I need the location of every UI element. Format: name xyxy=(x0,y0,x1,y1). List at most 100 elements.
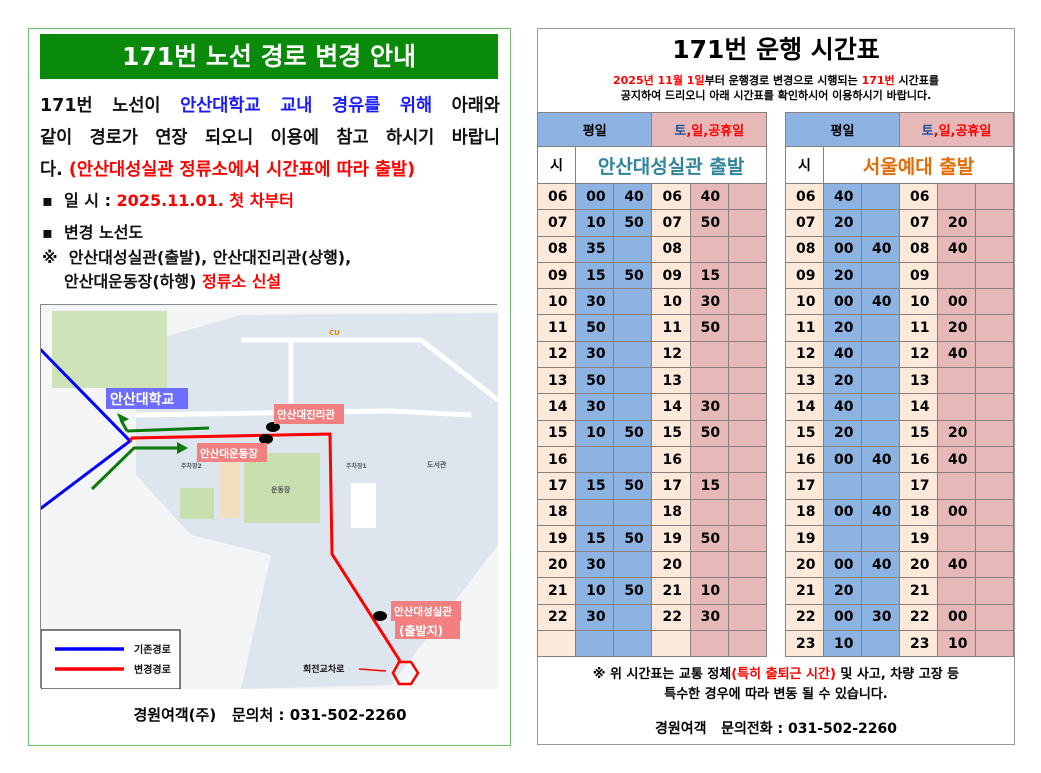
hour-cell: 15 xyxy=(785,419,824,447)
stops-new: 정류소 신설 xyxy=(201,272,282,291)
seongsil-stop-label: 안산대성실관 xyxy=(394,605,452,618)
new-stops: ※ 안산대성실관(출발), 안산대진리관(상행), 안산대운동장(하행) 정류소… xyxy=(42,246,351,294)
minute-cell: 30 xyxy=(575,288,615,316)
minute-cell xyxy=(727,419,768,447)
minute-cell: 00 xyxy=(823,498,862,526)
stop-marker xyxy=(266,422,280,432)
table-row: 19 19 xyxy=(785,524,1014,553)
hour-cell: 20 xyxy=(651,551,691,579)
minute-cell: 50 xyxy=(613,524,653,553)
right-footer-contact: 경원여객 문의전화 : 031-502-2260 xyxy=(654,721,898,737)
minute-cell xyxy=(575,445,615,474)
hour-cell xyxy=(536,630,577,658)
building xyxy=(351,483,376,528)
cu-label: CU xyxy=(329,329,340,337)
minute-cell xyxy=(613,630,653,658)
hour-cell: 22 xyxy=(899,603,938,632)
minute-cell: 40 xyxy=(937,340,976,369)
minute-cell: 15 xyxy=(575,261,615,290)
hour-cell: 08 xyxy=(785,235,824,263)
minute-cell: 50 xyxy=(613,419,653,447)
sports-stop-label: 안산대운동장 xyxy=(200,447,258,460)
table-row: 14 30 14 30 xyxy=(536,393,768,421)
minute-cell xyxy=(727,577,768,605)
minute-cell xyxy=(861,393,900,421)
departure-header: 안산대성실관 출발 xyxy=(575,146,767,184)
note-text: 특수한 경우에 따라 변동 될 수 있습니다. xyxy=(664,687,888,702)
minute-cell: 20 xyxy=(937,419,976,447)
minute-cell xyxy=(937,577,976,605)
minute-cell xyxy=(975,367,1014,395)
minute-cell xyxy=(937,393,976,421)
roads xyxy=(135,337,500,420)
hour-cell: 13 xyxy=(899,367,938,395)
minute-cell: 40 xyxy=(861,235,900,263)
minute-cell xyxy=(975,472,1014,500)
hour-cell: 14 xyxy=(536,393,577,421)
minute-cell: 40 xyxy=(861,445,900,474)
table-row: 14 40 14 xyxy=(785,393,1014,421)
minute-cell xyxy=(823,472,862,500)
table-row: 07 20 07 20 xyxy=(785,209,1014,237)
intro-text: 아래와 xyxy=(432,96,500,116)
minute-cell: 40 xyxy=(937,445,976,474)
hour-cell: 07 xyxy=(785,209,824,237)
hour-cell: 11 xyxy=(651,314,691,342)
minute-cell xyxy=(613,367,653,395)
table-row: 21 10 50 21 10 xyxy=(536,577,768,605)
minute-cell xyxy=(727,367,768,395)
hour-cell: 06 xyxy=(651,182,691,211)
hour-cell: 12 xyxy=(651,340,691,369)
minute-cell xyxy=(613,445,653,474)
minute-cell xyxy=(727,445,768,474)
minute-cell xyxy=(975,551,1014,579)
minute-cell: 00 xyxy=(823,288,862,316)
table-row: 15 20 15 20 xyxy=(785,419,1014,447)
hour-cell: 21 xyxy=(785,577,824,605)
hour-cell: 20 xyxy=(536,551,577,579)
weekday-header: 평일 xyxy=(536,112,653,147)
minute-cell xyxy=(861,340,900,369)
table-row: 09 15 50 09 15 xyxy=(536,261,768,290)
table-row: 18 00 40 18 00 xyxy=(785,498,1014,526)
minute-cell: 00 xyxy=(575,182,615,211)
minute-cell xyxy=(689,340,729,369)
hour-cell: 20 xyxy=(785,551,824,579)
minute-cell: 10 xyxy=(575,209,615,237)
hour-cell: 11 xyxy=(899,314,938,342)
hour-cell: 18 xyxy=(785,498,824,526)
roundabout-label: 회전교차로 xyxy=(303,663,345,675)
minute-cell xyxy=(727,498,768,526)
minute-cell xyxy=(613,340,653,369)
start-label-box xyxy=(395,621,460,639)
table-row: 08 00 40 08 40 xyxy=(785,235,1014,263)
hour-cell: 22 xyxy=(651,603,691,632)
notice-text: 부터 운행경로 변경으로 시행되는 xyxy=(704,74,862,87)
minute-cell xyxy=(861,314,900,342)
minute-cell xyxy=(975,182,1014,211)
minute-cell: 50 xyxy=(689,419,729,447)
minute-cell: 10 xyxy=(575,577,615,605)
stops-line: 안산대성실관(출발), 안산대진리관(상행), xyxy=(68,248,352,267)
hour-cell: 12 xyxy=(899,340,938,369)
hour-cell: 14 xyxy=(785,393,824,421)
timetable-ansan: 평일 토,일,공휴일 시 안산대성실관 출발 06 00 40 06 40 07 10 50 07 50 0… xyxy=(536,112,768,658)
minute-cell xyxy=(937,472,976,500)
minute-cell xyxy=(975,393,1014,421)
date-label: 일 시 : xyxy=(63,191,117,210)
stop-marker xyxy=(373,611,387,621)
minute-cell: 20 xyxy=(937,314,976,342)
minute-cell xyxy=(727,472,768,500)
minute-cell xyxy=(727,261,768,290)
holiday-header: 토,일,공휴일 xyxy=(899,112,1014,147)
notice-route: 171번 xyxy=(861,74,895,87)
minute-cell: 15 xyxy=(689,472,729,500)
minute-cell xyxy=(727,288,768,316)
parking1-label: 주차장1 xyxy=(346,462,367,470)
minute-cell xyxy=(975,314,1014,342)
notice-text: 시간표를 xyxy=(894,74,939,87)
minute-cell: 30 xyxy=(575,551,615,579)
minute-cell: 40 xyxy=(689,182,729,211)
minute-cell xyxy=(861,209,900,237)
table-row: 08 35 08 xyxy=(536,235,768,263)
